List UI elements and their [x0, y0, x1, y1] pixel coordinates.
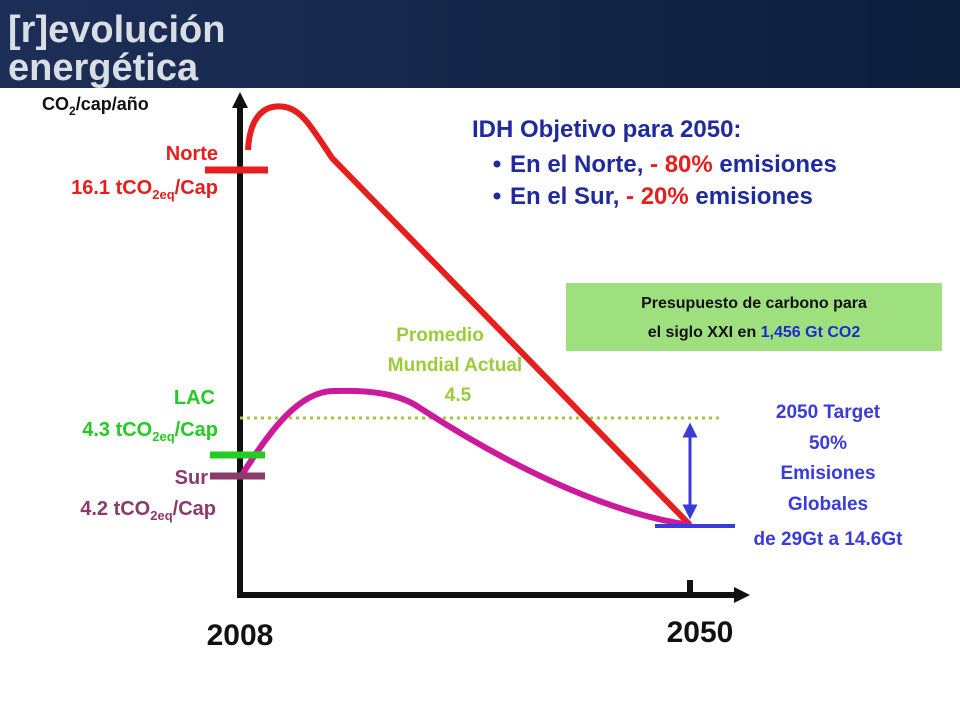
norte-value: 16.1 tCO2eq/Cap — [71, 177, 218, 202]
idh-bullet: En el Sur, - 20% emisiones — [510, 183, 813, 210]
average-text: Mundial Actual — [388, 355, 522, 376]
average-text: 4.5 — [445, 385, 472, 406]
budget-text: el siglo XXI en 1,456 Gt CO2 — [648, 324, 861, 341]
sur-value: 4.2 tCO2eq/Cap — [80, 498, 216, 523]
header-title: [r]evolución — [8, 9, 225, 51]
average-text: Promedio — [396, 325, 484, 346]
x-arrow — [734, 587, 750, 603]
sur-curve — [237, 387, 691, 528]
header-bar — [0, 0, 960, 88]
target-text: Globales — [788, 494, 868, 515]
x-label: 2008 — [207, 619, 274, 652]
lac-value: 4.3 tCO2eq/Cap — [82, 419, 218, 444]
budget-box — [566, 283, 942, 351]
target-label: 2050 Target 50% Emisiones Globales de 29… — [754, 402, 904, 550]
x-label: 2050 — [667, 616, 734, 649]
norte-curve — [245, 103, 693, 528]
average-label: Promedio Mundial Actual 4.5 — [388, 325, 522, 406]
target-text: 2050 Target — [776, 402, 881, 423]
bullet — [493, 160, 501, 168]
idh-bullet: En el Norte, - 80% emisiones — [510, 151, 837, 178]
target-text: de 29Gt a 14.6Gt — [754, 529, 904, 550]
target-text: Emisiones — [780, 463, 875, 484]
target-text: 50% — [809, 433, 847, 454]
budget-text: Presupuesto de carbono para — [641, 295, 867, 312]
y-arrow — [232, 92, 248, 108]
idh-title: IDH Objetivo para 2050: — [472, 116, 741, 143]
norte-label: Norte — [166, 143, 218, 165]
header-subtitle: energética — [8, 47, 199, 89]
sur-label: Sur — [175, 467, 209, 489]
y-axis-label: CO2/cap/año — [42, 94, 149, 118]
bullet — [493, 192, 501, 200]
lac-label: LAC — [174, 387, 215, 409]
